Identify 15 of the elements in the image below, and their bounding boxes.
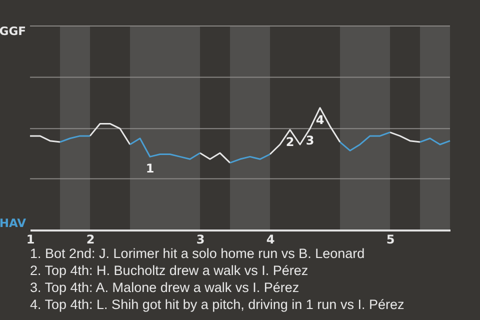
x-tick-label: 4 xyxy=(266,232,275,246)
x-tick-label: 5 xyxy=(386,232,395,246)
x-tick-label: 1 xyxy=(26,232,35,246)
annotation: 1 xyxy=(146,162,154,176)
text: HAV xyxy=(0,216,26,230)
text: GGF xyxy=(0,24,26,38)
text: 1. Bot 2nd: J. Lorimer hit a solo home run vs B. Leonard xyxy=(30,245,366,262)
annotation: 4 xyxy=(316,112,324,127)
x-tick-label: 3 xyxy=(196,232,205,246)
text: 2. Top 4th: H. Bucholtz drew a walk vs I. Pérez xyxy=(30,262,310,279)
annotation: 2 xyxy=(286,134,294,149)
annotation: 3 xyxy=(306,134,314,148)
text: 3. Top 4th: A. Malone drew a walk vs I. Pérez xyxy=(30,279,300,296)
x-tick-label: 2 xyxy=(86,232,95,246)
text: 4. Top 4th: L. Shih got hit by a pitch, driving in 1 run vs I. Pérez xyxy=(30,296,404,313)
